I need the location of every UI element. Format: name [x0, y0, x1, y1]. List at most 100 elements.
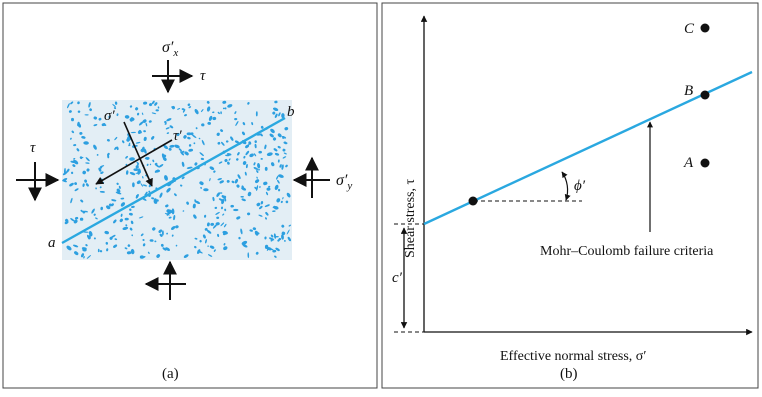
soil-particle [84, 179, 88, 183]
soil-particle [210, 222, 215, 226]
soil-particle [181, 161, 185, 167]
soil-particle [77, 121, 80, 127]
soil-particle [124, 217, 129, 221]
soil-particle [93, 124, 98, 127]
soil-particle [174, 193, 177, 197]
soil-particle [271, 162, 275, 167]
soil-particle [222, 195, 227, 199]
soil-particle [97, 248, 100, 253]
soil-particle [124, 115, 130, 119]
soil-particle [112, 103, 116, 108]
soil-particle [183, 254, 189, 258]
soil-particle [154, 169, 161, 173]
soil-particle [181, 108, 185, 111]
soil-particle [100, 171, 104, 174]
soil-particle [140, 148, 145, 153]
soil-particle [175, 225, 179, 229]
soil-particle [76, 148, 80, 152]
soil-particle [247, 252, 250, 259]
soil-particle [156, 199, 159, 202]
soil-particle [258, 168, 260, 171]
soil-particle [222, 232, 228, 236]
soil-particle [199, 181, 204, 186]
soil-particle [251, 122, 254, 126]
soil-particle [73, 159, 79, 165]
point-C-label: C [684, 21, 695, 37]
soil-particle [221, 141, 225, 146]
soil-particle [74, 182, 77, 185]
soil-particle [105, 241, 109, 245]
soil-particle [122, 226, 129, 231]
soil-particle [162, 247, 167, 251]
soil-particle [70, 171, 74, 175]
soil-particle [203, 214, 207, 218]
soil-particle [186, 166, 193, 169]
soil-particle [166, 132, 170, 134]
soil-particle [273, 148, 278, 152]
soil-particle [200, 186, 202, 189]
soil-particle [93, 144, 97, 150]
soil-particle [66, 245, 72, 251]
soil-particle [260, 157, 263, 160]
soil-particle [99, 186, 102, 189]
soil-particle [62, 171, 68, 176]
soil-particle [140, 183, 144, 187]
soil-particle [181, 176, 185, 180]
soil-particle [120, 197, 125, 200]
point-A [700, 158, 710, 168]
soil-particle [142, 238, 145, 242]
soil-particle [129, 227, 133, 231]
soil-particle [166, 212, 170, 216]
soil-particle [197, 250, 203, 254]
soil-particle [281, 224, 285, 228]
soil-particle [159, 192, 163, 198]
soil-particle [206, 106, 211, 112]
soil-particle [217, 233, 220, 237]
soil-particle [282, 156, 287, 159]
soil-particle [151, 112, 157, 115]
soil-particle [95, 217, 98, 220]
point-B [700, 90, 710, 100]
criteria-label: Mohr–Coulomb failure criteria [540, 244, 714, 259]
soil-particle [171, 106, 174, 108]
sigma-x-label: σ′x [162, 39, 178, 59]
soil-particle [84, 210, 88, 213]
soil-particle [171, 208, 175, 215]
soil-particle [67, 103, 70, 109]
soil-particle [86, 254, 92, 259]
soil-particle [209, 177, 211, 182]
panel-b-frame [381, 2, 759, 389]
soil-particle [255, 179, 260, 184]
soil-particle [217, 178, 222, 181]
soil-particle [88, 101, 91, 108]
soil-particle [284, 127, 289, 131]
soil-particle [224, 107, 227, 110]
soil-particle [138, 129, 142, 134]
failure-envelope-line [423, 70, 753, 226]
soil-particle [129, 157, 135, 161]
soil-particle [224, 208, 227, 212]
soil-particle [83, 141, 89, 145]
soil-particle [143, 130, 146, 133]
soil-particle [74, 216, 79, 220]
soil-particle [220, 129, 224, 132]
soil-particle [151, 197, 155, 200]
soil-particle [130, 131, 137, 134]
soil-particle [187, 136, 191, 140]
soil-particle [201, 139, 205, 146]
soil-particle [282, 196, 284, 200]
soil-particle [230, 136, 234, 141]
soil-particle [259, 205, 263, 210]
soil-particle [207, 245, 209, 247]
soil-particle [265, 191, 269, 196]
y-axis-label: Shear stress, τ [403, 179, 418, 258]
soil-particle [280, 200, 283, 204]
soil-particle [108, 115, 111, 118]
soil-particle [256, 170, 259, 173]
soil-particle [286, 192, 291, 198]
soil-particle [72, 244, 79, 248]
soil-particle [274, 152, 280, 156]
soil-particle [146, 163, 149, 166]
tau-left-label: τ [30, 140, 36, 156]
soil-particle [206, 100, 210, 104]
